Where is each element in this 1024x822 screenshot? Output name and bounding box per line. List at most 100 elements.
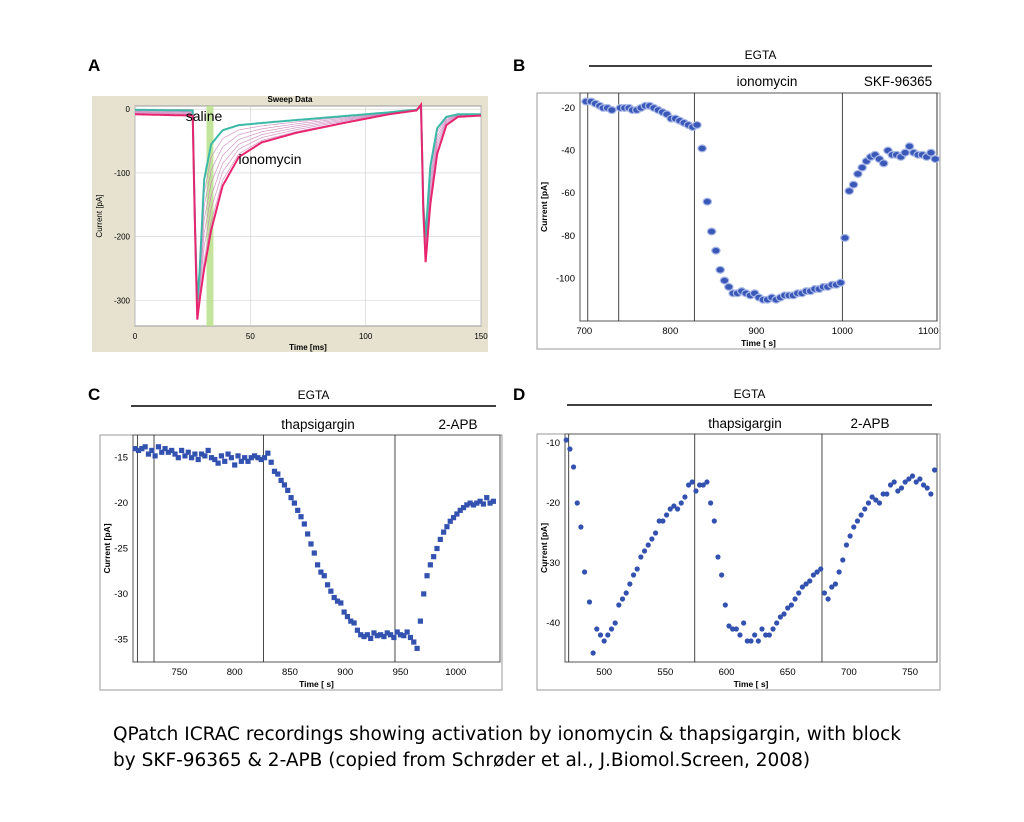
panel-c-data-point xyxy=(321,573,327,579)
panel-b-treatment-label-ionomycin: ionomycin xyxy=(737,74,798,89)
panel-c-data-point xyxy=(460,505,467,511)
panel-d-data-point xyxy=(777,614,783,620)
panel-d-data-point xyxy=(763,632,769,638)
panel-c-data-point xyxy=(169,447,175,454)
panel-b-data-point xyxy=(607,106,617,115)
panel-d-data-point xyxy=(697,482,703,488)
panel-d-data-point xyxy=(854,518,861,524)
figure-canvas: Sweep Data saline ionomycin 0 50 100 150 0 -100 -… xyxy=(92,48,941,691)
panel-a-trace-ionomycin xyxy=(135,101,481,320)
panel-c-data-point xyxy=(334,598,341,604)
panel-c-data-point xyxy=(155,444,162,450)
y-tick-label-a--300: -300 xyxy=(114,296,131,305)
panel-c-data-point xyxy=(364,632,370,638)
panel-d-data-point xyxy=(902,479,908,485)
panel-d-data-point xyxy=(711,518,717,524)
panel-d-data-point xyxy=(619,596,626,602)
panel-d-data-point xyxy=(627,581,633,587)
panel-c-data-point xyxy=(434,545,440,552)
y-tick-label-d--30: -30 xyxy=(546,558,560,569)
panel-d-data-point xyxy=(744,638,750,644)
panel-b-data-point xyxy=(719,276,730,285)
panel-d-data-point xyxy=(759,626,765,632)
panel-d-data-point xyxy=(766,632,772,638)
y-tick-label-a--100: -100 xyxy=(114,169,131,178)
panel-c-data-point xyxy=(318,569,324,575)
panel-a-y-axis-label: Current [pA] xyxy=(95,194,104,237)
x-tick-label-b-1100: 1100 xyxy=(918,326,938,337)
panel-c-data-point xyxy=(384,630,390,636)
x-tick-label-a-0: 0 xyxy=(133,332,138,341)
panel-c-data-point xyxy=(175,455,181,461)
y-tick-label-c--15: -15 xyxy=(114,453,128,464)
panel-c-data-point xyxy=(271,468,278,474)
panel-c-data-point xyxy=(450,515,457,521)
panel-c-data-point xyxy=(308,541,314,547)
panel-b-treatment-label-skf-96365: SKF-96365 xyxy=(864,74,932,89)
y-tick-label-d--40: -40 xyxy=(546,618,560,629)
panel-c-data-point xyxy=(477,498,483,504)
panel-label-d: D xyxy=(513,385,526,404)
panel-d-data-point xyxy=(832,581,839,587)
panel-d-data-point xyxy=(674,506,681,512)
panel-b-x-axis-label: Time [ s] xyxy=(741,338,776,348)
caption-line-1: QPatch ICRAC recordings showing activati… xyxy=(113,724,901,745)
panel-c-data-point xyxy=(444,524,450,530)
panel-b-data-point xyxy=(930,155,941,164)
panel-d-data-point xyxy=(909,473,916,479)
panel-d-data-point xyxy=(781,611,787,617)
panel-d-data-point xyxy=(869,494,875,500)
panel-c-data-point xyxy=(381,633,387,640)
panel-c-data-point xyxy=(387,632,394,638)
panel-d-data-point xyxy=(733,626,739,632)
panel-c-data-point xyxy=(265,450,271,456)
panel-b-data-point xyxy=(844,187,855,196)
x-tick-label-d-500: 500 xyxy=(596,667,612,678)
panel-c-data-point xyxy=(142,444,148,450)
panel-c-data-point xyxy=(424,573,430,579)
x-tick-label-c-850: 850 xyxy=(282,667,298,678)
panel-c-data-point xyxy=(242,455,248,461)
panel-c-data-point xyxy=(261,455,268,461)
panel-d-data-point xyxy=(887,482,894,488)
panel-c-data-point xyxy=(205,447,211,454)
panel-d-data-point xyxy=(814,569,820,575)
panel-c-data-point xyxy=(202,453,208,459)
panel-c-data-point xyxy=(437,536,443,543)
panel-d-plot-area xyxy=(564,433,938,663)
panel-c-treatment-label-thapsigargin: thapsigargin xyxy=(281,417,355,432)
panel-c-data-point xyxy=(407,634,414,641)
panel-d-data-point xyxy=(755,638,761,644)
panel-c-data-point xyxy=(135,447,142,454)
panel-c-data-point xyxy=(311,550,317,556)
x-tick-label-d-700: 700 xyxy=(841,667,857,678)
panel-d-data-point xyxy=(741,620,747,626)
panel-d-data-point xyxy=(873,497,879,503)
panel-d-data-point xyxy=(682,494,688,500)
panel-d-data-point xyxy=(737,632,743,638)
panel-d-x-axis-label: Time [ s] xyxy=(734,679,769,689)
y-tick-label-c--30: -30 xyxy=(114,589,128,600)
panel-d-data-point xyxy=(796,590,802,596)
panel-d-data-point xyxy=(770,626,776,632)
panel-b-data-point xyxy=(711,246,721,255)
panel-d-data-point xyxy=(928,491,934,497)
panel-c-data-point xyxy=(404,629,410,635)
panel-c-data-point xyxy=(132,446,138,452)
panel-c-data-point xyxy=(427,562,433,568)
panel-d-data-point xyxy=(689,479,695,485)
caption-line-2: by SKF-96365 & 2-APB (copied from Schrød… xyxy=(113,750,811,771)
panel-c-data-point xyxy=(464,502,470,508)
y-tick-label-b--80: -80 xyxy=(561,231,575,242)
y-tick-label-c--20: -20 xyxy=(114,498,128,509)
panel-c-data-point xyxy=(328,588,334,594)
panel-c-data-point xyxy=(348,618,354,624)
y-tick-label-c--35: -35 xyxy=(114,634,128,645)
y-tick-label-a--200: -200 xyxy=(114,233,131,242)
panel-c-data-point xyxy=(188,455,195,461)
panel-d-data-point xyxy=(829,584,835,590)
panel-d-treatment-label-2-apb: 2-APB xyxy=(850,416,889,431)
panel-c-data-point xyxy=(301,521,307,527)
panel-d-data-point xyxy=(722,602,728,608)
panel-c-data-point xyxy=(255,455,261,461)
